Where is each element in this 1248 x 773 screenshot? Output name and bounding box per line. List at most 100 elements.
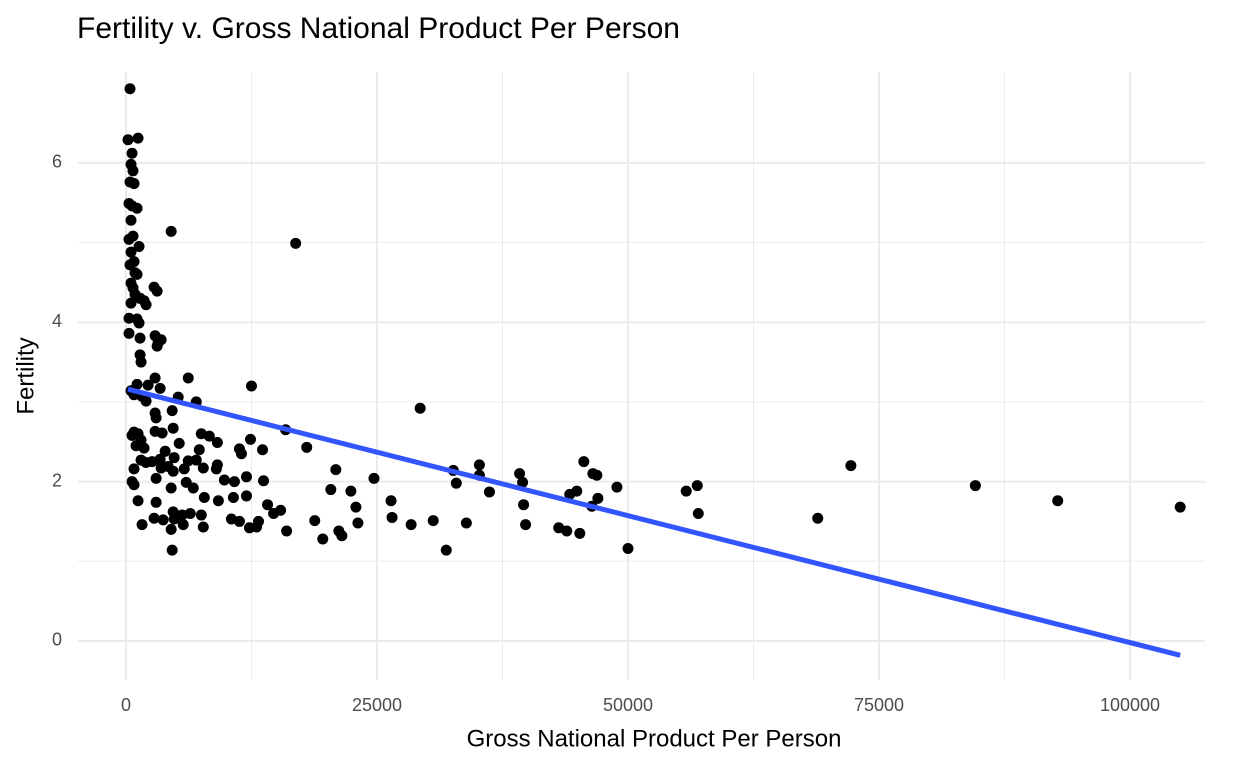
point (187, 482, 199, 494)
point (473, 459, 485, 471)
point (309, 515, 321, 527)
point (520, 519, 532, 531)
point (128, 178, 140, 190)
point (591, 469, 603, 481)
point (166, 405, 178, 417)
point (691, 480, 703, 492)
point (150, 412, 162, 424)
point (134, 332, 146, 344)
y-tick-label: 6 (52, 152, 62, 172)
point (427, 515, 439, 527)
point (197, 462, 209, 474)
point (812, 512, 824, 524)
point (317, 533, 329, 545)
point (210, 463, 222, 475)
point (173, 437, 185, 449)
point (385, 495, 397, 507)
point (128, 479, 140, 491)
x-tick-label: 25000 (352, 695, 402, 715)
point (345, 485, 357, 497)
point (212, 495, 224, 507)
point (126, 147, 138, 159)
point (330, 464, 342, 476)
point (149, 372, 161, 384)
point (167, 422, 179, 434)
point (325, 484, 337, 496)
point (142, 379, 154, 391)
point (227, 492, 239, 504)
point (228, 476, 240, 488)
y-axis-title: Fertility (12, 337, 39, 414)
point (136, 519, 148, 531)
point (166, 544, 178, 556)
point (125, 246, 137, 258)
point (131, 268, 143, 280)
point (611, 481, 623, 493)
point (275, 504, 287, 516)
x-axis-title: Gross National Product Per Person (467, 725, 842, 752)
point (133, 317, 145, 329)
trend-line (127, 386, 1181, 658)
y-tick-label: 4 (52, 311, 62, 331)
point (151, 285, 163, 297)
point (154, 453, 166, 465)
point (124, 83, 136, 95)
point (233, 515, 245, 527)
point (257, 444, 269, 456)
y-tick-label: 2 (52, 470, 62, 490)
point (440, 544, 452, 556)
point (1052, 495, 1064, 507)
point (218, 474, 230, 486)
point (336, 530, 348, 542)
x-tick-label: 75000 (854, 695, 904, 715)
point (564, 488, 576, 500)
point (240, 490, 252, 502)
point (195, 509, 207, 521)
point (350, 501, 362, 513)
point (135, 356, 147, 368)
point (368, 472, 380, 484)
point (156, 427, 168, 439)
point (414, 402, 426, 414)
point (244, 433, 256, 445)
point (845, 460, 857, 472)
point (198, 492, 210, 504)
point (168, 513, 180, 525)
point (140, 299, 152, 311)
point (182, 372, 194, 384)
point (483, 486, 495, 498)
point (405, 519, 417, 531)
point (148, 512, 160, 524)
point (692, 507, 704, 519)
chart-title: Fertility v. Gross National Product Per … (77, 12, 680, 45)
point (177, 519, 189, 531)
point (561, 525, 573, 537)
point (518, 499, 530, 511)
point (460, 517, 472, 529)
point (127, 165, 139, 177)
x-tick-label: 50000 (603, 695, 653, 715)
point (132, 132, 144, 144)
point (190, 454, 202, 466)
point (622, 543, 634, 555)
point (122, 134, 134, 146)
point (124, 259, 136, 271)
point (165, 523, 177, 535)
point (258, 475, 270, 487)
x-tick-label: 0 (121, 695, 131, 715)
point (301, 441, 313, 453)
point (151, 340, 163, 352)
point (574, 527, 586, 539)
point (211, 437, 223, 449)
point (154, 382, 166, 394)
point (240, 471, 252, 483)
point (352, 517, 364, 529)
point (184, 507, 196, 519)
point (235, 448, 247, 460)
point (123, 312, 135, 324)
point (150, 496, 162, 508)
point (123, 327, 135, 339)
point (197, 521, 209, 533)
